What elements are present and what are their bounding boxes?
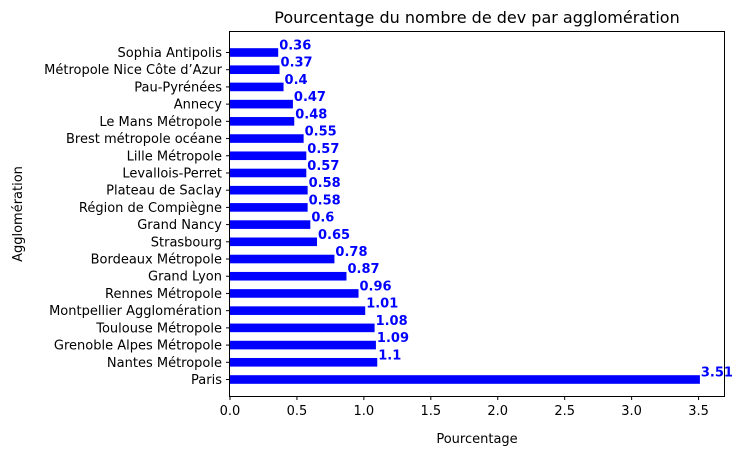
bar-value-label: 0.47 [294, 90, 326, 105]
bar-value-label: 1.08 [376, 314, 408, 329]
bar-value-label: 0.4 [285, 73, 308, 88]
bar [230, 271, 347, 281]
bar-value-label: 0.37 [281, 56, 313, 71]
x-tick-label: 1.0 [354, 404, 375, 419]
y-tick-label: Strasbourg [151, 235, 222, 250]
x-tick-label: 3.5 [688, 404, 709, 419]
y-tick-label: Annecy [174, 98, 223, 113]
bars-group [230, 48, 700, 384]
x-tick-label: 0.0 [220, 404, 241, 419]
y-tick-label: Pau-Pyrénées [134, 80, 222, 95]
bar [230, 306, 366, 315]
y-tick-label: Grenoble Alpes Métropole [54, 339, 222, 354]
y-tick-label: Paris [191, 373, 222, 388]
y-tick-label: Région de Compiègne [79, 201, 222, 216]
bar [230, 237, 318, 247]
y-tick-label: Nantes Métropole [107, 356, 222, 371]
y-ticks-group: Paris Nantes Métropole Grenoble Alpes Métr… [44, 46, 230, 388]
bar [230, 117, 295, 126]
bar [230, 254, 335, 264]
y-tick-label: Bordeaux Métropole [91, 253, 222, 268]
bar [230, 357, 378, 367]
y-tick-label: Levallois-Perret [122, 166, 222, 181]
bar-value-label: 1.01 [366, 297, 398, 312]
bar [230, 168, 307, 178]
bar-value-label: 0.48 [295, 107, 327, 122]
bar-value-label: 0.78 [335, 245, 367, 260]
bar-value-label: 0.6 [311, 211, 334, 226]
bar [230, 203, 308, 212]
bar [230, 65, 280, 75]
bar [230, 82, 284, 92]
bar-value-label: 0.87 [347, 262, 379, 277]
bar-labels-group: 3.51 1.1 1.09 1.08 1.01 0.96 0.87 0.78 0.65 0.6 0.… [279, 39, 733, 381]
bar-value-label: 0.58 [309, 176, 341, 191]
bar-value-label: 1.09 [377, 331, 409, 346]
x-tick-label: 3.0 [621, 404, 642, 419]
y-tick-label: Sophia Antipolis [118, 46, 223, 61]
bar-value-label: 1.1 [378, 348, 401, 363]
bar [230, 340, 376, 350]
y-tick-label: Montpellier Agglomération [49, 304, 222, 319]
bar-value-label: 0.57 [307, 142, 339, 157]
y-tick-label: Brest métropole océane [66, 132, 222, 147]
y-tick-label: Le Mans Métropole [99, 115, 222, 130]
bar [230, 151, 307, 161]
y-tick-label: Métropole Nice Côte d’Azur [44, 63, 222, 78]
bar-value-label: 0.58 [309, 193, 341, 208]
plot-frame [229, 31, 725, 397]
bar [230, 220, 311, 229]
bar [230, 185, 308, 195]
bar-value-label: 3.51 [701, 366, 733, 381]
y-tick-label: Plateau de Saclay [106, 184, 222, 199]
chart-title: Pourcentage du nombre de dev par agglomé… [274, 8, 679, 27]
y-tick-label: Rennes Métropole [105, 287, 222, 302]
x-ticks-group: 0.0 0.5 1.0 1.5 2.0 2.5 3.0 3.5 [220, 396, 709, 419]
bar [230, 323, 375, 333]
bar [230, 375, 700, 384]
x-tick-label: 2.0 [487, 404, 508, 419]
x-tick-label: 2.5 [554, 404, 575, 419]
y-tick-label: Toulouse Métropole [95, 321, 222, 336]
y-axis-label: Agglomération [11, 166, 26, 262]
bar [230, 48, 279, 57]
x-tick-label: 0.5 [287, 404, 308, 419]
bar-value-label: 0.55 [305, 125, 337, 140]
y-tick-label: Lille Métropole [127, 149, 222, 164]
bar-value-label: 0.96 [360, 279, 392, 294]
bar [230, 289, 359, 298]
y-tick-label: Grand Lyon [148, 270, 222, 285]
x-axis-label: Pourcentage [436, 432, 517, 447]
bar [230, 134, 304, 143]
bar-value-label: 0.65 [318, 228, 350, 243]
x-tick-label: 1.5 [420, 404, 441, 419]
bar-value-label: 0.36 [279, 39, 311, 54]
bar [230, 99, 293, 109]
bar-value-label: 0.57 [307, 159, 339, 174]
y-tick-label: Grand Nancy [137, 218, 222, 233]
